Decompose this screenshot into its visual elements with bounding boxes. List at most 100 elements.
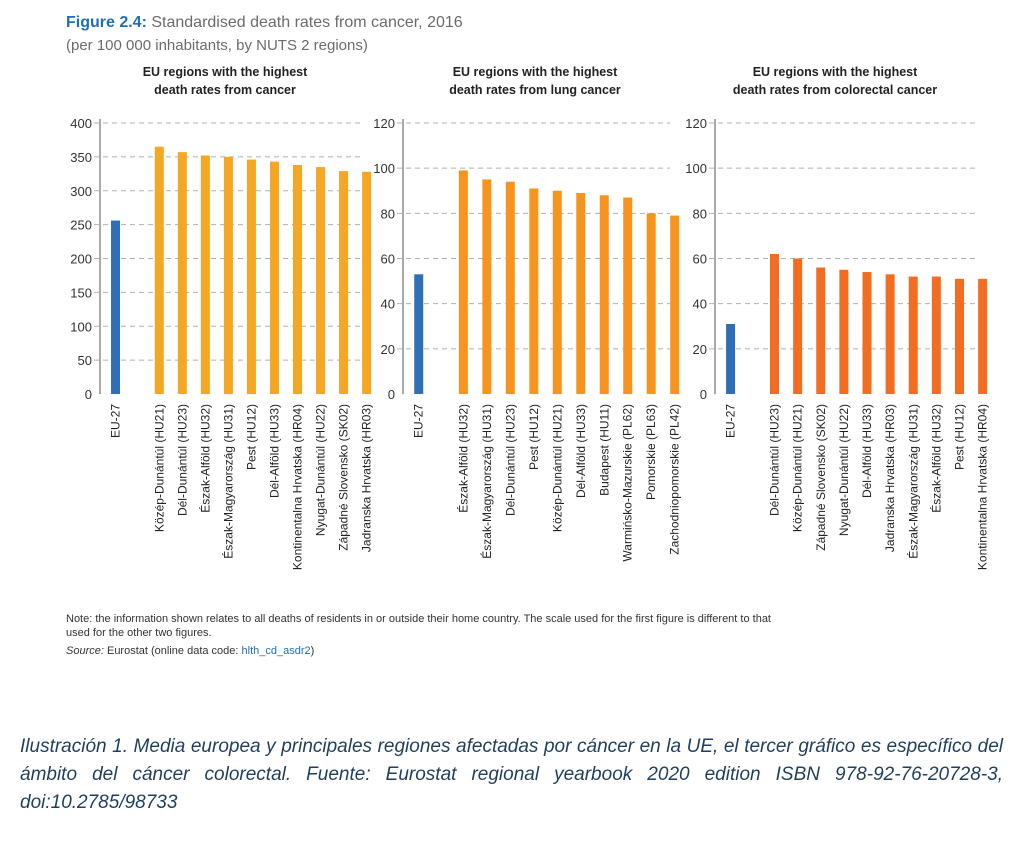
x-tick-label: Pest (HU12) <box>953 404 967 470</box>
chart-title-line: death rates from colorectal cancer <box>733 83 937 97</box>
y-tick-label: 40 <box>381 297 395 312</box>
x-tick-label: Dél-Dunántúl (HU23) <box>768 404 782 516</box>
bar <box>246 159 256 394</box>
y-tick-label: 20 <box>381 342 395 357</box>
x-tick-label: Pomorskie (PL63) <box>644 404 658 500</box>
bar <box>362 171 372 394</box>
x-tick-label: Észak-Alföld (HU32) <box>197 404 212 513</box>
x-tick-label: EU-27 <box>109 404 123 438</box>
image-caption: Ilustración 1. Media europea y principal… <box>20 736 1003 813</box>
y-tick-label: 100 <box>373 161 395 176</box>
bar <box>552 190 562 394</box>
bar <box>623 197 633 394</box>
charts-area: EU regions with the highest death rates f… <box>70 65 989 570</box>
x-tick-label: EU-27 <box>412 404 426 438</box>
y-tick-label: 100 <box>70 319 92 334</box>
x-tick-label: Zachodniopomorskie (PL42) <box>668 404 682 555</box>
chart-panel-1: EU regions with the highest death rates f… <box>70 65 373 570</box>
bar <box>839 269 849 394</box>
x-tick-label: Közép-Dunántúl (HU21) <box>791 404 805 532</box>
y-tick-label: 0 <box>85 387 92 402</box>
x-tick-label: Jadranska Hrvatska (HR03) <box>360 404 374 552</box>
figure-note: Note: the information shown relates to a… <box>66 613 771 639</box>
y-tick-label: 60 <box>381 252 395 267</box>
figure-subtitle: (per 100 000 inhabitants, by NUTS 2 regi… <box>66 37 368 54</box>
bar <box>269 161 279 394</box>
bar <box>726 323 736 394</box>
bar <box>793 258 803 394</box>
chart-title-line: EU regions with the highest <box>143 65 308 79</box>
y-tick-label: 80 <box>693 206 707 221</box>
y-tick-label: 120 <box>373 116 395 131</box>
bar <box>885 274 895 394</box>
x-tick-label: Közép-Dunántúl (HU21) <box>550 404 564 532</box>
source-label: Source: <box>66 645 104 657</box>
figure-label: Figure 2.4: <box>66 14 147 31</box>
source-text: Eurostat (online data code: <box>103 645 242 657</box>
x-tick-label: Észak-Alföld (HU32) <box>928 404 943 513</box>
bar <box>154 146 164 394</box>
x-tick-label: Dél-Alföld (HU33) <box>860 404 874 498</box>
x-tick-label: Közép-Dunántúl (HU21) <box>152 404 166 532</box>
x-tick-label: Kontinentalna Hrvatska (HR04) <box>291 404 305 570</box>
bar <box>955 278 964 394</box>
chart-panel-3: EU regions with the highest death rates f… <box>685 65 989 570</box>
y-tick-label: 0 <box>388 387 395 402</box>
x-tick-label: Észak-Alföld (HU32) <box>455 404 470 513</box>
bar <box>505 181 515 394</box>
bar <box>529 188 539 394</box>
bar <box>177 152 187 394</box>
bar <box>111 220 121 394</box>
x-tick-label: Kontinentalna Hrvatska (HR04) <box>976 404 990 570</box>
x-tick-label: EU-27 <box>724 404 738 438</box>
chart-title-line: death rates from cancer <box>154 83 296 97</box>
bar <box>978 278 988 394</box>
y-tick-label: 250 <box>70 218 92 233</box>
x-tick-label: Dél-Alföld (HU33) <box>574 404 588 498</box>
bar <box>646 213 656 394</box>
y-tick-label: 150 <box>70 285 92 300</box>
bar <box>576 193 586 394</box>
x-tick-label: Warmińsko-Mazurskie (PL62) <box>621 404 635 562</box>
y-tick-label: 50 <box>78 353 92 368</box>
x-tick-label: Észak-Magyarország (HU31) <box>479 404 494 559</box>
bar <box>816 267 826 394</box>
y-tick-label: 350 <box>70 150 92 165</box>
x-tick-label: Dél-Dunántúl (HU23) <box>175 404 189 516</box>
bar <box>339 171 349 394</box>
chart-panel-2: EU regions with the highest death rates f… <box>373 65 681 562</box>
x-tick-label: Západné Slovensko (SK02) <box>337 404 351 551</box>
y-tick-label: 100 <box>685 161 707 176</box>
x-tick-label: Észak-Magyarország (HU31) <box>905 404 920 559</box>
figure-title: Figure 2.4: Standardised death rates fro… <box>66 14 463 32</box>
y-tick-label: 20 <box>693 342 707 357</box>
source-code-link[interactable]: hlth_cd_asdr2 <box>241 645 311 657</box>
bar <box>908 276 918 394</box>
x-tick-label: Západné Slovensko (SK02) <box>814 404 828 551</box>
bar <box>482 179 492 394</box>
y-tick-label: 0 <box>700 387 707 402</box>
bar <box>414 274 424 394</box>
bar <box>862 272 872 394</box>
x-tick-label: Nyugat-Dunántúl (HU22) <box>837 404 851 536</box>
x-tick-label: Jadranska Hrvatska (HR03) <box>883 404 897 552</box>
y-tick-label: 300 <box>70 184 92 199</box>
x-tick-label: Dél-Dunántúl (HU23) <box>503 404 517 516</box>
x-tick-label: Pest (HU12) <box>244 404 258 470</box>
bar <box>670 215 680 394</box>
y-tick-label: 60 <box>693 252 707 267</box>
chart-title-line: EU regions with the highest <box>753 65 918 79</box>
bar <box>200 155 210 394</box>
bar <box>770 253 779 394</box>
bar <box>316 167 326 394</box>
y-tick-label: 400 <box>70 116 92 131</box>
x-tick-label: Budapest (HU11) <box>597 404 611 496</box>
x-tick-label: Észak-Magyarország (HU31) <box>220 404 235 559</box>
source-close: ) <box>310 645 315 657</box>
x-tick-label: Dél-Alföld (HU33) <box>267 404 281 498</box>
x-tick-label: Nyugat-Dunántúl (HU22) <box>314 404 328 536</box>
figure-source: Source: Eurostat (online data code: hlth… <box>66 645 314 657</box>
bar <box>293 165 302 394</box>
y-tick-label: 200 <box>70 252 92 267</box>
bar <box>458 170 468 394</box>
